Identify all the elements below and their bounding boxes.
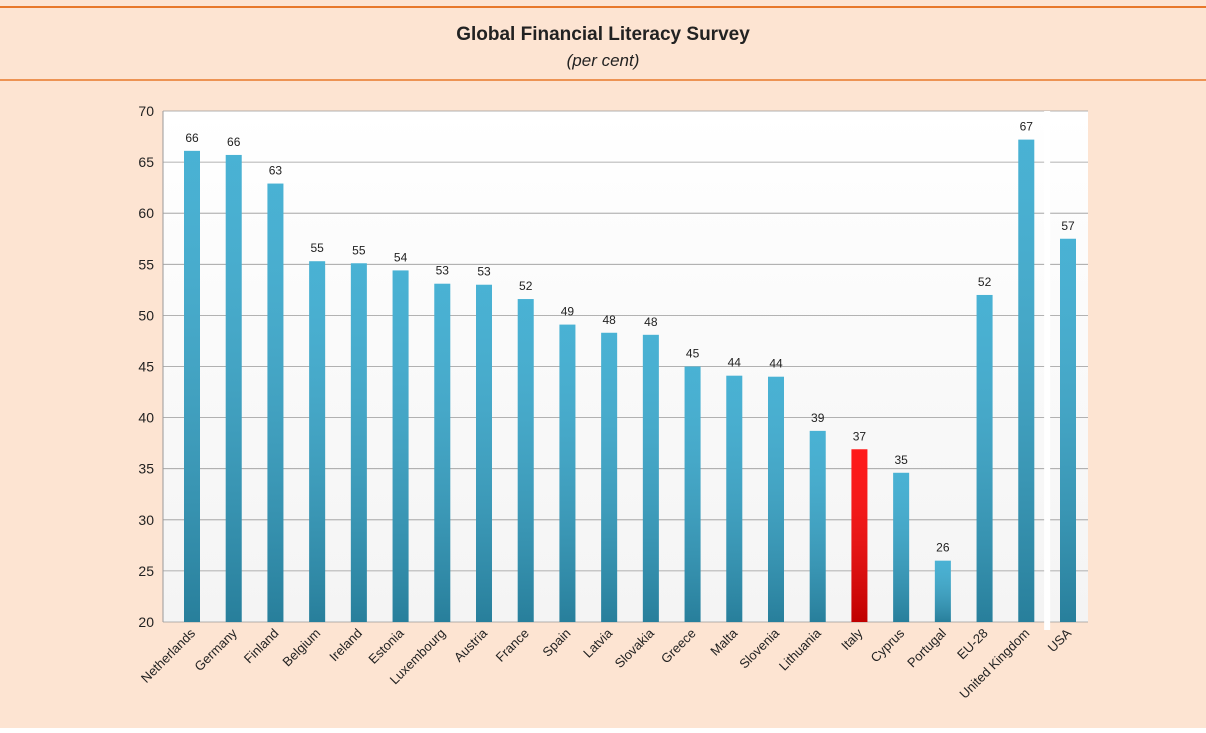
bar-shade [559, 324, 576, 622]
value-label: 52 [519, 279, 533, 293]
value-label: 48 [644, 315, 658, 329]
bar-shade [267, 183, 284, 622]
bar-shade [517, 299, 534, 622]
y-tick-label: 70 [138, 103, 154, 119]
y-tick-label: 25 [138, 563, 154, 579]
value-label: 53 [477, 265, 491, 279]
bar-shade [184, 150, 200, 622]
bar-shade [350, 263, 367, 622]
value-label: 55 [352, 243, 366, 257]
bar-shade [225, 154, 242, 623]
bar-shade [434, 283, 451, 622]
y-tick-label: 45 [138, 359, 154, 375]
chart-title: Global Financial Literacy Survey [456, 24, 750, 45]
value-label: 57 [1061, 219, 1075, 233]
bar-shade [851, 449, 868, 622]
value-label: 35 [894, 453, 908, 467]
bar-shade [726, 375, 743, 622]
y-tick-label: 20 [138, 614, 154, 630]
bar-shade [642, 334, 659, 622]
bar-shade [976, 294, 993, 622]
bar-shade [392, 270, 409, 622]
value-label: 37 [853, 429, 867, 443]
value-label: 44 [769, 357, 783, 371]
bar-shade [809, 430, 826, 622]
separator [1044, 111, 1051, 630]
bar-shade [684, 366, 701, 622]
value-label: 66 [227, 135, 241, 149]
bar-shade [1060, 238, 1076, 622]
value-label: 52 [978, 275, 992, 289]
bar-shade [893, 472, 910, 622]
value-label: 44 [728, 356, 742, 370]
value-label: 63 [269, 164, 283, 178]
value-label: 26 [936, 541, 950, 555]
y-tick-label: 50 [138, 307, 154, 323]
bar-shade [601, 332, 618, 622]
value-label: 54 [394, 250, 408, 264]
value-label: 39 [811, 411, 825, 425]
bar-shade [476, 284, 492, 622]
y-tick-label: 30 [138, 512, 154, 528]
value-label: 49 [561, 305, 575, 319]
value-label: 45 [686, 347, 700, 361]
y-tick-label: 60 [138, 205, 154, 221]
value-label: 48 [602, 313, 616, 327]
bar-shade [768, 376, 784, 622]
value-label: 66 [185, 131, 199, 145]
y-tick-label: 55 [138, 256, 154, 272]
bar-shade [309, 261, 326, 622]
bar-shade [934, 560, 951, 622]
bar-shade [1018, 139, 1035, 622]
value-label: 55 [310, 241, 324, 255]
value-label: 53 [436, 264, 450, 278]
y-tick-label: 65 [138, 154, 154, 170]
y-tick-label: 40 [138, 410, 154, 426]
y-tick-label: 35 [138, 461, 154, 477]
value-label: 67 [1020, 120, 1034, 134]
chart-subtitle: (per cent) [567, 51, 640, 70]
